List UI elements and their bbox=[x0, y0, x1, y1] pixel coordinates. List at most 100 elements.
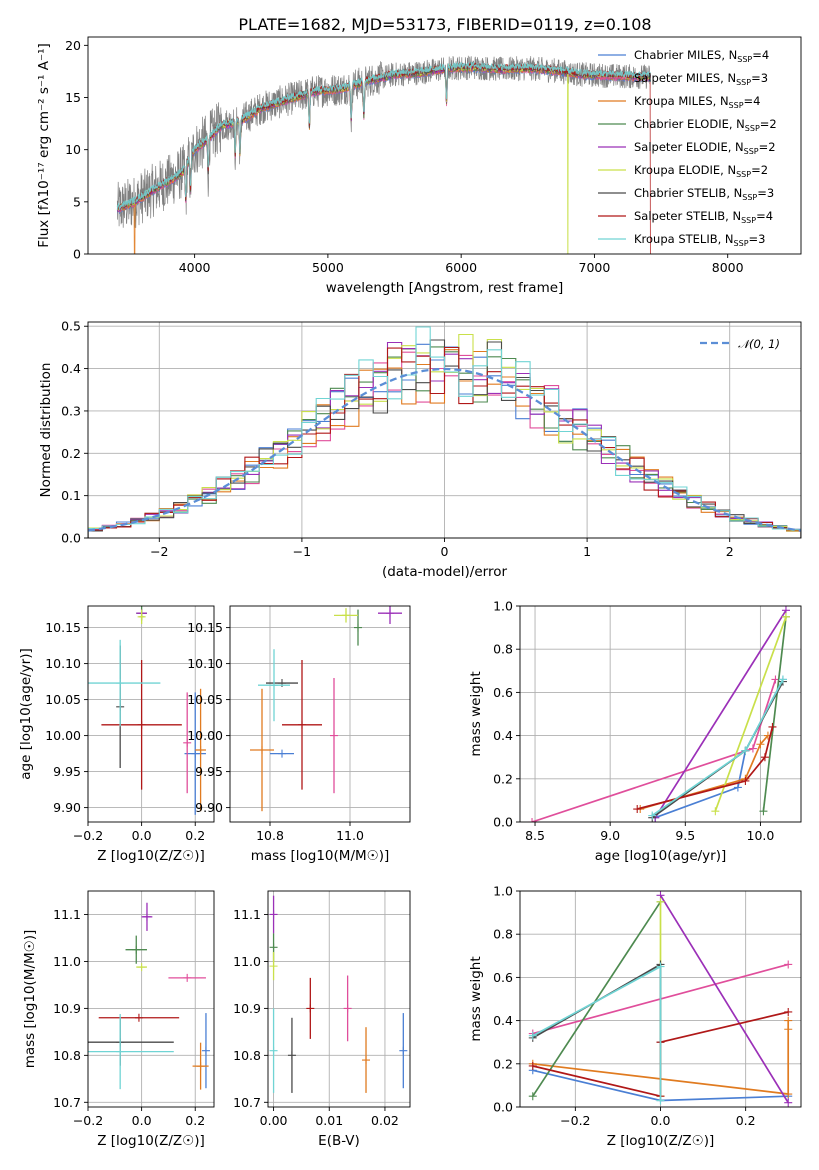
data-point-marker bbox=[343, 1004, 352, 1013]
mass-weight-marker bbox=[633, 805, 642, 814]
axes-frame bbox=[87, 605, 215, 823]
data-point-marker bbox=[137, 720, 146, 729]
data-point-marker bbox=[258, 746, 266, 754]
y-tick-label: 10.15 bbox=[187, 620, 223, 635]
x-tick-label: −0.2 bbox=[73, 1113, 103, 1128]
legend-suffix: =4 bbox=[752, 48, 769, 62]
x-axis-label: Z [log10(Z/Z☉)] bbox=[97, 848, 205, 864]
plot-area bbox=[88, 606, 206, 815]
y-tick-label: 0.0 bbox=[493, 1100, 513, 1115]
y-tick-label: 10.9 bbox=[233, 1001, 261, 1016]
y-tick-label: 0.8 bbox=[493, 927, 513, 942]
x-axis-label: E(B-V) bbox=[318, 1133, 360, 1149]
y-tick-label: 0.3 bbox=[61, 403, 81, 418]
legend-text: Kroupa ELODIE, N bbox=[634, 163, 736, 177]
mass-weight-marker bbox=[756, 740, 765, 749]
mass-weight-marker bbox=[784, 1016, 793, 1025]
model-spectrum-line bbox=[116, 65, 651, 213]
data-point-marker bbox=[330, 731, 338, 740]
y-axis-label: Flux [fλ10⁻¹⁷ erg cm⁻² s⁻¹ A⁻¹] bbox=[36, 43, 52, 248]
normal-pdf-curve bbox=[88, 367, 801, 532]
legend-entry: Salpeter MILES, NSSP=3 bbox=[634, 71, 768, 87]
data-point-marker bbox=[269, 1046, 278, 1055]
legend-text: Salpeter ELODIE, N bbox=[634, 140, 744, 154]
data-point-marker bbox=[278, 749, 286, 758]
legend-subscript: SSP bbox=[736, 78, 751, 87]
y-tick-label: 10.00 bbox=[45, 728, 81, 743]
x-tick-label: 8000 bbox=[712, 260, 744, 275]
x-tick-label: 11.0 bbox=[336, 828, 364, 843]
legend-subscript: SSP bbox=[737, 55, 752, 64]
y-tick-label: 11.1 bbox=[53, 907, 81, 922]
plot-area bbox=[88, 902, 210, 1090]
x-tick-label: 6000 bbox=[445, 260, 477, 275]
x-tick-label: 4000 bbox=[179, 260, 211, 275]
x-tick-label: 9.5 bbox=[675, 828, 695, 843]
mass-weight-marker bbox=[784, 1007, 793, 1016]
legend-entry: Chabrier ELODIE, NSSP=2 bbox=[634, 117, 777, 133]
y-tick-label: 10.15 bbox=[45, 620, 81, 635]
y-tick-label: 0.1 bbox=[61, 488, 81, 503]
legend-subscript: SSP bbox=[736, 170, 751, 179]
x-tick-label: 0.0 bbox=[132, 1113, 152, 1128]
model-spectrum-line bbox=[116, 65, 651, 215]
plot-area bbox=[269, 895, 408, 1093]
mass-weight-line bbox=[654, 679, 784, 819]
legend-text: Chabrier MILES, N bbox=[634, 48, 737, 62]
y-tick-label: 15 bbox=[65, 90, 81, 105]
legend-suffix: =3 bbox=[751, 71, 768, 85]
y-tick-label: 0.0 bbox=[61, 531, 81, 546]
model-spectrum-line bbox=[116, 61, 651, 211]
x-tick-label: 0.00 bbox=[260, 1113, 288, 1128]
legend-suffix: =2 bbox=[760, 117, 777, 131]
legend-text: Salpeter STELIB, N bbox=[634, 209, 741, 223]
legend-subscript: SSP bbox=[734, 239, 749, 248]
data-point-marker bbox=[362, 1056, 371, 1065]
x-tick-label: 10.0 bbox=[747, 828, 775, 843]
x-axis-label: Z [log10(Z/Z☉)] bbox=[97, 1133, 205, 1149]
data-point-marker bbox=[196, 746, 205, 754]
x-tick-label: 7000 bbox=[579, 260, 611, 275]
legend-suffix: =3 bbox=[757, 186, 774, 200]
mass-weight-marker bbox=[656, 962, 665, 971]
x-tick-label: 1 bbox=[583, 544, 591, 559]
y-tick-label: 11.1 bbox=[233, 907, 261, 922]
axes-frame bbox=[229, 605, 411, 823]
mass-weight-marker bbox=[784, 1090, 793, 1099]
axes-frame bbox=[87, 890, 215, 1108]
data-point-marker bbox=[191, 749, 200, 758]
legend-subscript: SSP bbox=[729, 101, 744, 110]
data-point-marker bbox=[134, 1013, 143, 1022]
spectrum-panel: 4000 5000 6000 7000 8000 0 5 10 15 20 wavelength [… bbox=[36, 36, 802, 296]
mass-weight-line bbox=[532, 901, 662, 1097]
y-tick-label: 10.05 bbox=[45, 692, 81, 707]
mass-weight-marker bbox=[528, 818, 537, 822]
figure-title: PLATE=1682, MJD=53173, FIBERID=0119, z=0… bbox=[238, 15, 651, 34]
y-tick-label: 10.10 bbox=[45, 656, 81, 671]
legend-suffix: =4 bbox=[744, 94, 761, 108]
y-tick-label: 0.2 bbox=[61, 446, 81, 461]
mass-weight-marker bbox=[528, 1061, 537, 1070]
weight-vs-metallicity-panel: −0.2 0.0 0.2 0.0 0.2 0.4 0.6 0.8 1.0 Z [log10(Z/Z… bbox=[468, 884, 802, 1149]
data-point-marker bbox=[137, 963, 146, 972]
legend-text: Kroupa STELIB, N bbox=[634, 232, 734, 246]
plot-area bbox=[528, 606, 790, 822]
data-point-marker bbox=[354, 623, 362, 632]
y-tick-label: 9.95 bbox=[195, 764, 223, 779]
x-tick-label: 0.02 bbox=[371, 1113, 399, 1128]
y-tick-label: 0.8 bbox=[493, 642, 513, 657]
mass-weight-marker bbox=[741, 746, 750, 755]
model-spectrum-line bbox=[116, 63, 651, 213]
x-tick-label: 5000 bbox=[312, 260, 344, 275]
legend-suffix: =2 bbox=[751, 163, 768, 177]
legend-subscript: SSP bbox=[745, 124, 760, 133]
mass-weight-line bbox=[639, 735, 769, 810]
mass-weight-marker bbox=[656, 897, 665, 906]
x-axis-label: mass [log10(M/M☉)] bbox=[251, 848, 390, 864]
legend-suffix: =2 bbox=[759, 140, 776, 154]
mass-weight-marker bbox=[741, 776, 750, 785]
y-tick-label: 11.0 bbox=[233, 954, 261, 969]
data-point-marker bbox=[269, 962, 278, 971]
axes-frame bbox=[519, 890, 802, 1108]
data-point-marker bbox=[399, 1046, 408, 1055]
